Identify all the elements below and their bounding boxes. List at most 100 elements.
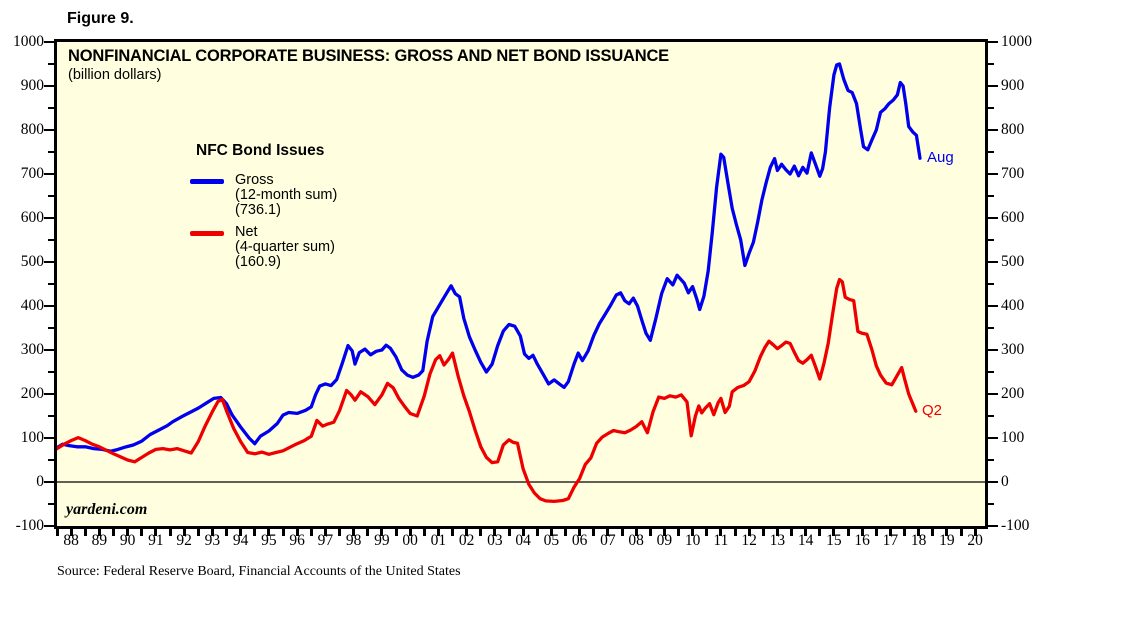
- y-axis-tick: [48, 503, 54, 505]
- x-axis-tick: [521, 529, 525, 536]
- legend-item-gross: Gross (12-month sum) (736.1): [190, 173, 430, 218]
- x-axis-label: 89: [91, 532, 108, 549]
- x-axis-tick: [253, 529, 257, 536]
- y-axis-tick: [988, 415, 994, 417]
- y-axis-tick: [44, 393, 54, 395]
- y-axis-tick: [988, 239, 994, 241]
- x-axis-label: 88: [63, 532, 79, 549]
- gross-line-swatch: [190, 179, 224, 184]
- y-axis-tick: [988, 41, 998, 43]
- y-axis-tick: [988, 503, 994, 505]
- x-axis-tick: [436, 529, 440, 536]
- y-axis-label: 700: [20, 165, 44, 182]
- y-axis-label: 700: [1001, 165, 1025, 182]
- figure-label: Figure 9.: [67, 10, 134, 27]
- x-axis-tick: [874, 529, 878, 536]
- legend-item-net: Net (4-quarter sum) (160.9): [190, 225, 430, 270]
- x-axis-tick: [479, 529, 483, 536]
- y-axis-tick: [44, 261, 54, 263]
- x-axis-label: 91: [148, 532, 164, 549]
- x-axis-label: 20: [967, 532, 983, 549]
- x-axis-tick: [903, 529, 906, 536]
- y-axis-tick: [988, 63, 994, 65]
- series-line-net: [57, 277, 918, 504]
- x-axis-tick: [592, 529, 596, 536]
- x-axis-tick: [761, 529, 765, 536]
- legend: NFC Bond Issues Gross (12-month sum) (73…: [190, 142, 430, 277]
- y-axis-tick: [48, 415, 54, 417]
- x-axis-tick: [97, 529, 101, 536]
- x-axis-label: 05: [543, 532, 560, 549]
- y-axis-tick: [988, 393, 998, 395]
- y-axis-label: 200: [20, 385, 44, 402]
- y-axis-tick: [988, 151, 994, 153]
- x-axis-tick: [352, 529, 356, 536]
- x-axis-tick: [846, 529, 850, 536]
- x-axis-label: 10: [684, 532, 701, 549]
- y-axis-tick: [44, 85, 54, 87]
- x-axis-tick: [210, 529, 214, 536]
- x-axis-label: 01: [430, 532, 447, 549]
- y-axis-label: 900: [1001, 77, 1025, 94]
- y-axis-label: 1000: [1001, 33, 1032, 50]
- y-axis-tick: [44, 217, 54, 219]
- y-axis-tick: [988, 327, 994, 329]
- x-axis-label: 96: [289, 532, 305, 549]
- annotation-q2: Q2: [922, 402, 943, 419]
- x-axis-label: 06: [571, 532, 588, 549]
- x-axis-tick: [408, 529, 412, 536]
- y-axis-tick: [988, 349, 998, 351]
- x-axis-label: 18: [910, 532, 927, 549]
- y-axis-label: 400: [20, 297, 44, 314]
- x-axis-label: 15: [826, 532, 842, 549]
- x-axis-tick: [804, 529, 808, 536]
- y-axis-tick: [44, 173, 54, 175]
- y-axis-label: 300: [1001, 341, 1025, 358]
- x-axis-tick: [705, 529, 709, 536]
- x-axis-tick: [182, 529, 186, 536]
- x-axis-tick: [677, 529, 680, 536]
- x-axis-tick: [507, 529, 511, 536]
- x-axis-tick: [281, 529, 285, 536]
- y-axis-tick: [48, 459, 54, 461]
- y-axis-tick: [988, 195, 994, 197]
- chart-subtitle: (billion dollars): [68, 67, 162, 83]
- x-axis-tick: [691, 529, 695, 536]
- x-axis-tick: [606, 529, 610, 536]
- y-axis-label: 0: [36, 473, 44, 490]
- x-axis-label: 14: [797, 532, 814, 549]
- x-axis-tick: [931, 529, 935, 536]
- y-axis-label: 500: [20, 253, 44, 270]
- x-axis-tick: [154, 529, 158, 536]
- x-axis-label: 04: [515, 532, 531, 549]
- y-axis-tick: [988, 129, 998, 131]
- x-axis-tick: [648, 529, 652, 536]
- x-axis-tick: [451, 529, 454, 536]
- y-axis-tick: [988, 85, 998, 87]
- y-axis-tick: [48, 283, 54, 285]
- x-axis-label: 94: [232, 532, 249, 549]
- y-axis-label: 800: [20, 121, 44, 138]
- x-axis-tick: [662, 529, 666, 536]
- y-axis-tick: [988, 261, 998, 263]
- y-axis-tick: [48, 239, 54, 241]
- x-axis-label: 17: [882, 532, 899, 549]
- x-axis-tick: [112, 529, 115, 536]
- x-axis-tick: [578, 529, 582, 536]
- x-axis-tick: [338, 529, 341, 536]
- x-axis-tick: [295, 529, 299, 536]
- y-axis-tick: [48, 195, 54, 197]
- x-axis-tick: [620, 529, 624, 536]
- y-axis-tick: [988, 459, 994, 461]
- plot-area: [57, 62, 985, 504]
- x-axis-label: 13: [769, 532, 786, 549]
- x-axis-tick: [323, 529, 327, 536]
- x-axis-tick: [790, 529, 793, 536]
- x-axis-tick: [917, 529, 921, 536]
- y-axis-tick: [44, 525, 54, 527]
- y-axis-label: 1000: [13, 33, 44, 50]
- x-axis-tick: [888, 529, 892, 536]
- x-axis-tick: [747, 529, 751, 536]
- x-axis-tick: [55, 529, 59, 536]
